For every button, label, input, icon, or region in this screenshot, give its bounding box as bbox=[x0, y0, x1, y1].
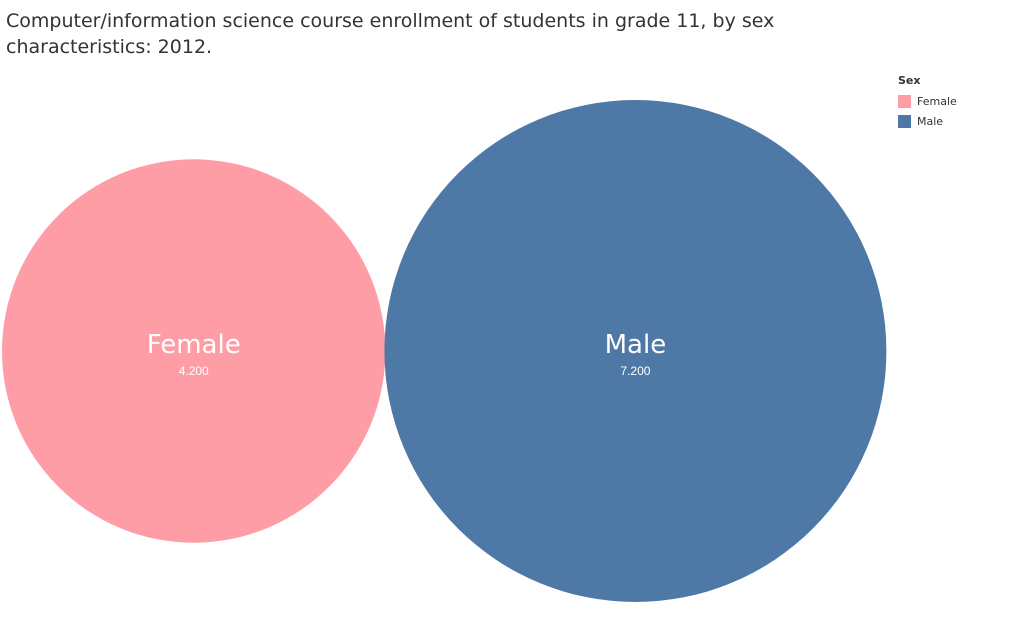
legend-item-male[interactable]: Male bbox=[898, 111, 1018, 131]
bubble-label-female: Female bbox=[147, 330, 241, 360]
legend: Sex Female Male bbox=[898, 74, 1018, 131]
legend-swatch-female bbox=[898, 94, 911, 108]
bubble-value-female: 4.200 bbox=[179, 364, 209, 378]
legend-item-female[interactable]: Female bbox=[898, 91, 1018, 111]
bubble-male[interactable] bbox=[384, 100, 887, 602]
bubble-value-male: 7.200 bbox=[620, 364, 650, 378]
legend-title: Sex bbox=[898, 74, 921, 87]
legend-swatch-male bbox=[898, 114, 911, 128]
bubble-female[interactable] bbox=[2, 159, 386, 543]
legend-label-male: Male bbox=[917, 114, 944, 128]
chart-title: Computer/information science course enro… bbox=[6, 10, 775, 58]
legend-label-female: Female bbox=[917, 94, 957, 108]
bubble-label-male: Male bbox=[605, 330, 667, 360]
